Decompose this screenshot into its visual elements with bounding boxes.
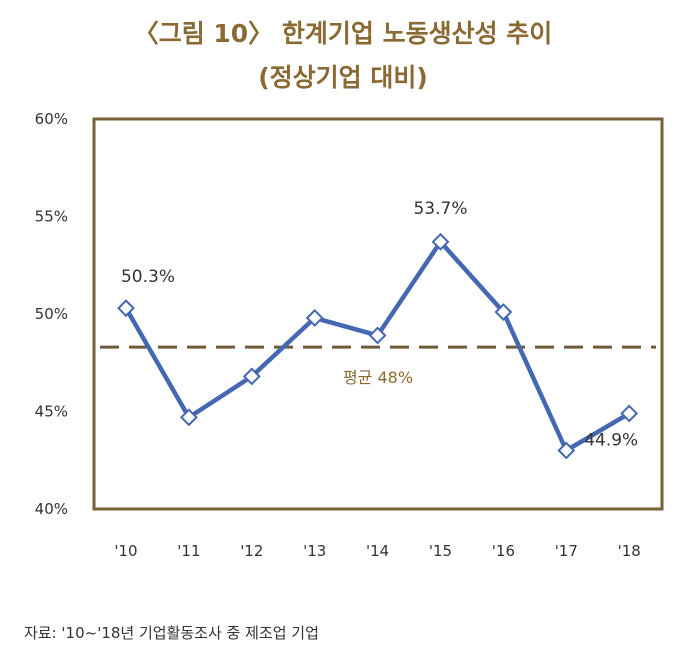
y-tick-label: 55% xyxy=(35,208,68,226)
x-tick-label: '16 xyxy=(492,542,515,560)
data-point xyxy=(431,232,450,251)
data-point xyxy=(620,404,639,423)
y-tick-label: 40% xyxy=(35,500,68,518)
chart-subtitle: (정상기업 대비) xyxy=(258,63,428,92)
data-label: 50.3% xyxy=(121,267,175,287)
y-tick-label: 45% xyxy=(35,403,68,421)
source-note: 자료: '10~'18년 기업활동조사 중 제조업 기업 xyxy=(24,624,319,642)
x-tick-label: '15 xyxy=(429,542,452,560)
data-label: 53.7% xyxy=(413,199,467,219)
data-point xyxy=(368,326,387,345)
y-tick-label: 60% xyxy=(35,110,68,128)
data-point xyxy=(117,299,135,318)
data-point xyxy=(305,308,324,327)
data-label: 44.9% xyxy=(584,430,638,450)
x-tick-label: '13 xyxy=(303,542,326,560)
x-tick-label: '11 xyxy=(177,542,200,560)
x-tick-label: '10 xyxy=(114,542,137,560)
chart-title: 〈그림 10〉 한계기업 노동생산성 추이 xyxy=(133,19,553,48)
data-point xyxy=(494,303,513,321)
x-tick-label: '14 xyxy=(366,542,389,560)
x-tick-label: '12 xyxy=(240,542,263,560)
data-point xyxy=(179,408,198,427)
x-tick-label: '17 xyxy=(555,542,578,560)
y-tick-label: 50% xyxy=(35,305,68,323)
x-tick-label: '18 xyxy=(618,542,641,560)
data-point xyxy=(242,367,261,386)
average-label: 평균 48% xyxy=(343,368,413,387)
plot-frame xyxy=(92,117,664,511)
data-point xyxy=(557,441,576,460)
